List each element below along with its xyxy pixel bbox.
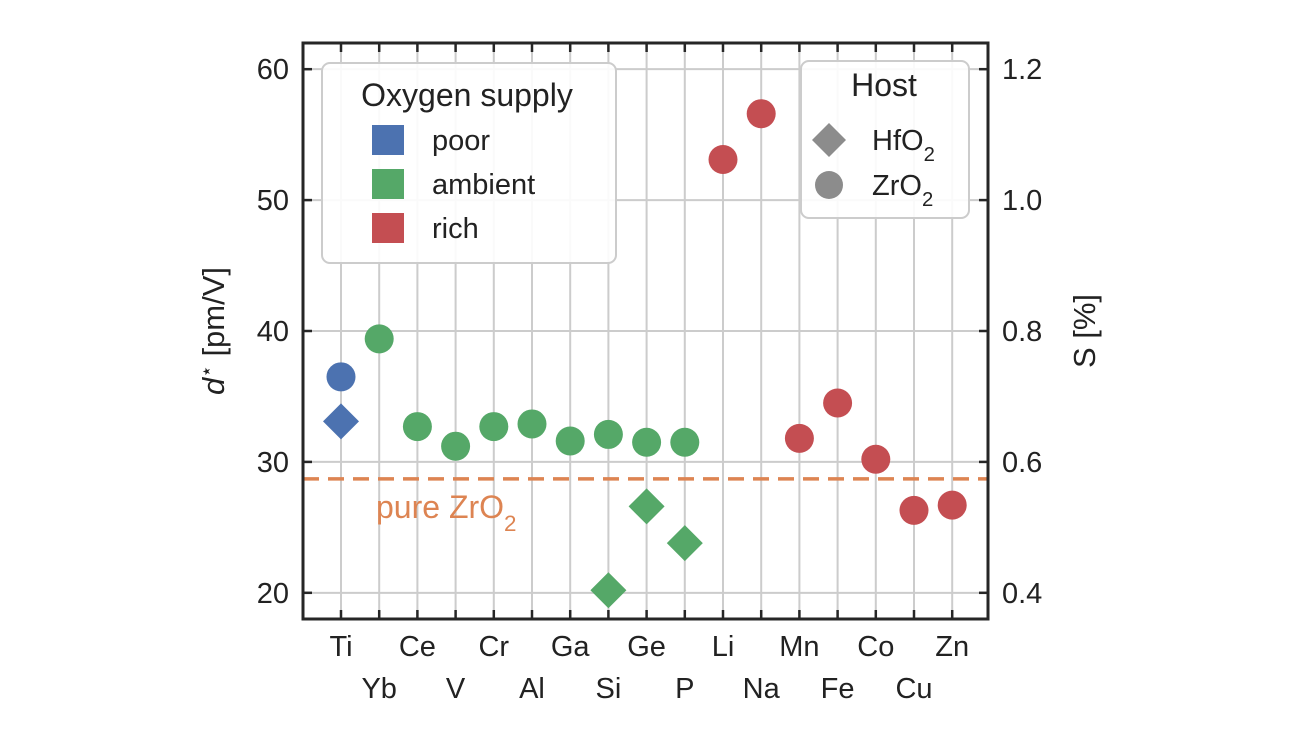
legend-label-rich: rich — [432, 213, 479, 245]
x-tick-label: Cu — [895, 673, 932, 705]
data-point-zro2 — [899, 495, 929, 525]
x-tick-label: V — [446, 673, 466, 705]
axis-labels: d⋆ [pm/V] S [%] — [196, 267, 1102, 395]
legend-swatch-poor — [372, 125, 404, 155]
y-tick-label: 20 — [257, 578, 289, 610]
x-tick-label: Ce — [399, 631, 436, 663]
x-tick-label: Al — [519, 673, 545, 705]
y-tick-label: 40 — [257, 316, 289, 348]
legend-label-ambient: ambient — [432, 169, 535, 201]
x-tick-label: Ti — [329, 631, 352, 663]
data-points — [323, 99, 967, 609]
data-point-zro2 — [937, 490, 967, 520]
legend-label-host: ZrO2 — [872, 170, 933, 211]
x-tick-label: Co — [857, 631, 894, 663]
x-tick-label: Yb — [361, 673, 396, 705]
data-point-zro2 — [517, 409, 547, 439]
y-tick-label: 50 — [257, 185, 289, 217]
data-point-zro2 — [441, 431, 471, 461]
x-tick-label: Ge — [627, 631, 666, 663]
y-axis-label: d⋆ [pm/V] — [196, 267, 231, 395]
x-tick-label: Fe — [821, 673, 855, 705]
y2-tick-label: 1.0 — [1002, 185, 1042, 217]
data-point-zro2 — [632, 427, 662, 457]
data-point-zro2 — [326, 362, 356, 392]
legend-label-host: HfO2 — [872, 125, 935, 166]
x-tick-label: Ga — [551, 631, 591, 663]
data-point-hfo2 — [590, 572, 627, 609]
legend-label-poor: poor — [432, 125, 490, 157]
data-point-zro2 — [784, 423, 814, 453]
host-legend-title: Host — [851, 67, 917, 103]
data-point-zro2 — [708, 145, 738, 175]
y2-axis-label: S [%] — [1067, 294, 1102, 368]
x-tick-label: Cr — [478, 631, 509, 663]
x-tick-label: Mn — [779, 631, 819, 663]
y2-tick-label: 1.2 — [1002, 54, 1042, 86]
data-point-hfo2 — [628, 488, 665, 525]
y-tick-label: 60 — [257, 54, 289, 86]
data-point-hfo2 — [323, 403, 359, 440]
data-point-zro2 — [861, 444, 891, 474]
data-point-zro2 — [670, 427, 700, 457]
y2-tick-label: 0.6 — [1002, 447, 1042, 479]
x-tick-label: Zn — [935, 631, 969, 663]
supply-legend-title: Oxygen supply — [361, 77, 573, 113]
data-point-hfo2 — [666, 525, 703, 562]
y2-tick-label: 0.4 — [1002, 578, 1042, 610]
reference-line-group: pure ZrO2 — [303, 477, 988, 536]
data-point-zro2 — [593, 419, 623, 449]
x-tick-label: Si — [596, 673, 622, 705]
data-point-zro2 — [402, 412, 432, 442]
data-point-zro2 — [746, 99, 776, 129]
host-legend-box — [800, 60, 970, 219]
data-point-zro2 — [555, 426, 585, 456]
legend-marker-diamond — [812, 123, 846, 157]
x-tick-label: P — [675, 673, 694, 705]
legend-swatch-rich — [372, 213, 404, 243]
legend-swatch-ambient — [372, 169, 404, 199]
x-tick-label: Na — [743, 673, 781, 705]
y2-tick-label: 0.8 — [1002, 316, 1042, 348]
data-point-zro2 — [823, 388, 853, 418]
y-tick-label: 30 — [257, 447, 289, 479]
reference-line-label: pure ZrO2 — [376, 489, 516, 536]
x-tick-label: Li — [712, 631, 735, 663]
data-point-zro2 — [479, 412, 509, 442]
data-point-zro2 — [364, 324, 394, 354]
legend-marker-circle — [815, 171, 843, 199]
